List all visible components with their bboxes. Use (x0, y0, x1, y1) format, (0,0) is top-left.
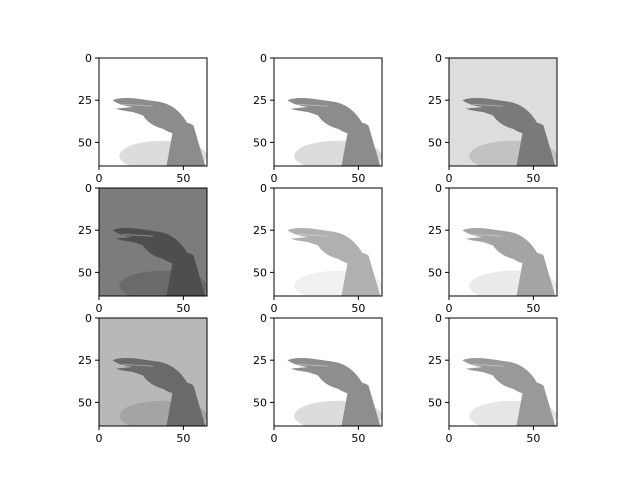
axes-frame (448, 57, 558, 167)
x-tick-label: 0 (271, 172, 278, 185)
y-tick-label: 0 (260, 182, 267, 195)
subplot-2: 0 25 50 0 50 (253, 52, 383, 185)
subplot-9: 0 25 50 0 50 (428, 312, 558, 445)
hand-image (99, 188, 207, 296)
x-tick-label: 0 (446, 302, 453, 315)
axes-frame (448, 187, 558, 297)
x-tick-label: 0 (446, 172, 453, 185)
y-tick-label: 25 (428, 354, 442, 367)
x-tick-label: 50 (176, 172, 190, 185)
x-tick-label: 50 (526, 172, 540, 185)
y-tick-label: 50 (428, 136, 442, 149)
finger-gap (122, 363, 154, 367)
y-tick-label: 50 (253, 396, 267, 409)
axes-frame (273, 57, 383, 167)
subplot-6: 0 25 50 0 50 (428, 182, 558, 315)
subplot-grid: 0 25 50 0 50 0 25 50 0 50 0 25 50 0 50 0 25 50 0 50 0 25 50 0 50… (78, 52, 558, 445)
axes-frame (448, 317, 558, 427)
subplot-1: 0 25 50 0 50 (78, 52, 208, 185)
x-tick-label: 50 (351, 172, 365, 185)
subplot-8: 0 25 50 0 50 (253, 312, 383, 445)
hand-shape (287, 227, 366, 266)
y-tick-label: 0 (435, 312, 442, 325)
axes-frame (98, 57, 208, 167)
x-tick-label: 50 (176, 302, 190, 315)
hand-shape (462, 357, 541, 396)
y-tick-label: 0 (260, 312, 267, 325)
finger-gap (297, 363, 329, 367)
hand-shape (462, 97, 541, 136)
x-tick-label: 0 (271, 302, 278, 315)
hand-image (449, 58, 557, 166)
x-tick-label: 50 (351, 432, 365, 445)
hand-image (274, 58, 382, 166)
y-tick-label: 25 (428, 94, 442, 107)
finger-gap (472, 233, 504, 237)
axes-frame (273, 187, 383, 297)
x-tick-label: 0 (96, 432, 103, 445)
y-tick-label: 0 (435, 182, 442, 195)
y-tick-label: 25 (78, 94, 92, 107)
hand-image (449, 318, 557, 426)
axes-frame (98, 317, 208, 427)
y-tick-label: 50 (78, 396, 92, 409)
x-tick-label: 0 (96, 302, 103, 315)
axes-frame (273, 317, 383, 427)
hand-shape (462, 227, 541, 266)
finger-gap (122, 233, 154, 237)
x-tick-label: 50 (351, 302, 365, 315)
y-tick-label: 0 (85, 312, 92, 325)
y-tick-label: 25 (253, 354, 267, 367)
y-tick-label: 25 (253, 224, 267, 237)
hand-shape (287, 357, 366, 396)
finger-gap (297, 103, 329, 107)
y-tick-label: 50 (428, 396, 442, 409)
x-tick-label: 0 (271, 432, 278, 445)
y-tick-label: 25 (78, 224, 92, 237)
y-tick-label: 50 (428, 266, 442, 279)
subplot-4: 0 25 50 0 50 (78, 182, 208, 315)
y-tick-label: 25 (428, 224, 442, 237)
hand-image (449, 188, 557, 296)
hand-shape (112, 97, 191, 136)
y-tick-label: 0 (85, 182, 92, 195)
x-tick-label: 0 (96, 172, 103, 185)
hand-image (99, 58, 207, 166)
finger-gap (472, 103, 504, 107)
hand-image (274, 318, 382, 426)
y-tick-label: 0 (260, 52, 267, 65)
y-tick-label: 50 (253, 136, 267, 149)
subplot-5: 0 25 50 0 50 (253, 182, 383, 315)
y-tick-label: 25 (253, 94, 267, 107)
finger-gap (472, 363, 504, 367)
x-tick-label: 0 (446, 432, 453, 445)
subplot-7: 0 25 50 0 50 (78, 312, 208, 445)
x-tick-label: 50 (176, 432, 190, 445)
x-tick-label: 50 (526, 432, 540, 445)
y-tick-label: 0 (435, 52, 442, 65)
y-tick-label: 0 (85, 52, 92, 65)
hand-image (274, 188, 382, 296)
y-tick-label: 50 (78, 266, 92, 279)
y-tick-label: 50 (78, 136, 92, 149)
x-tick-label: 50 (526, 302, 540, 315)
axes-frame (98, 187, 208, 297)
hand-shape (112, 357, 191, 396)
y-tick-label: 50 (253, 266, 267, 279)
finger-gap (122, 103, 154, 107)
subplot-3: 0 25 50 0 50 (428, 52, 558, 185)
finger-gap (297, 233, 329, 237)
hand-image (99, 318, 207, 426)
y-tick-label: 25 (78, 354, 92, 367)
hand-shape (287, 97, 366, 136)
hand-shape (112, 227, 191, 266)
